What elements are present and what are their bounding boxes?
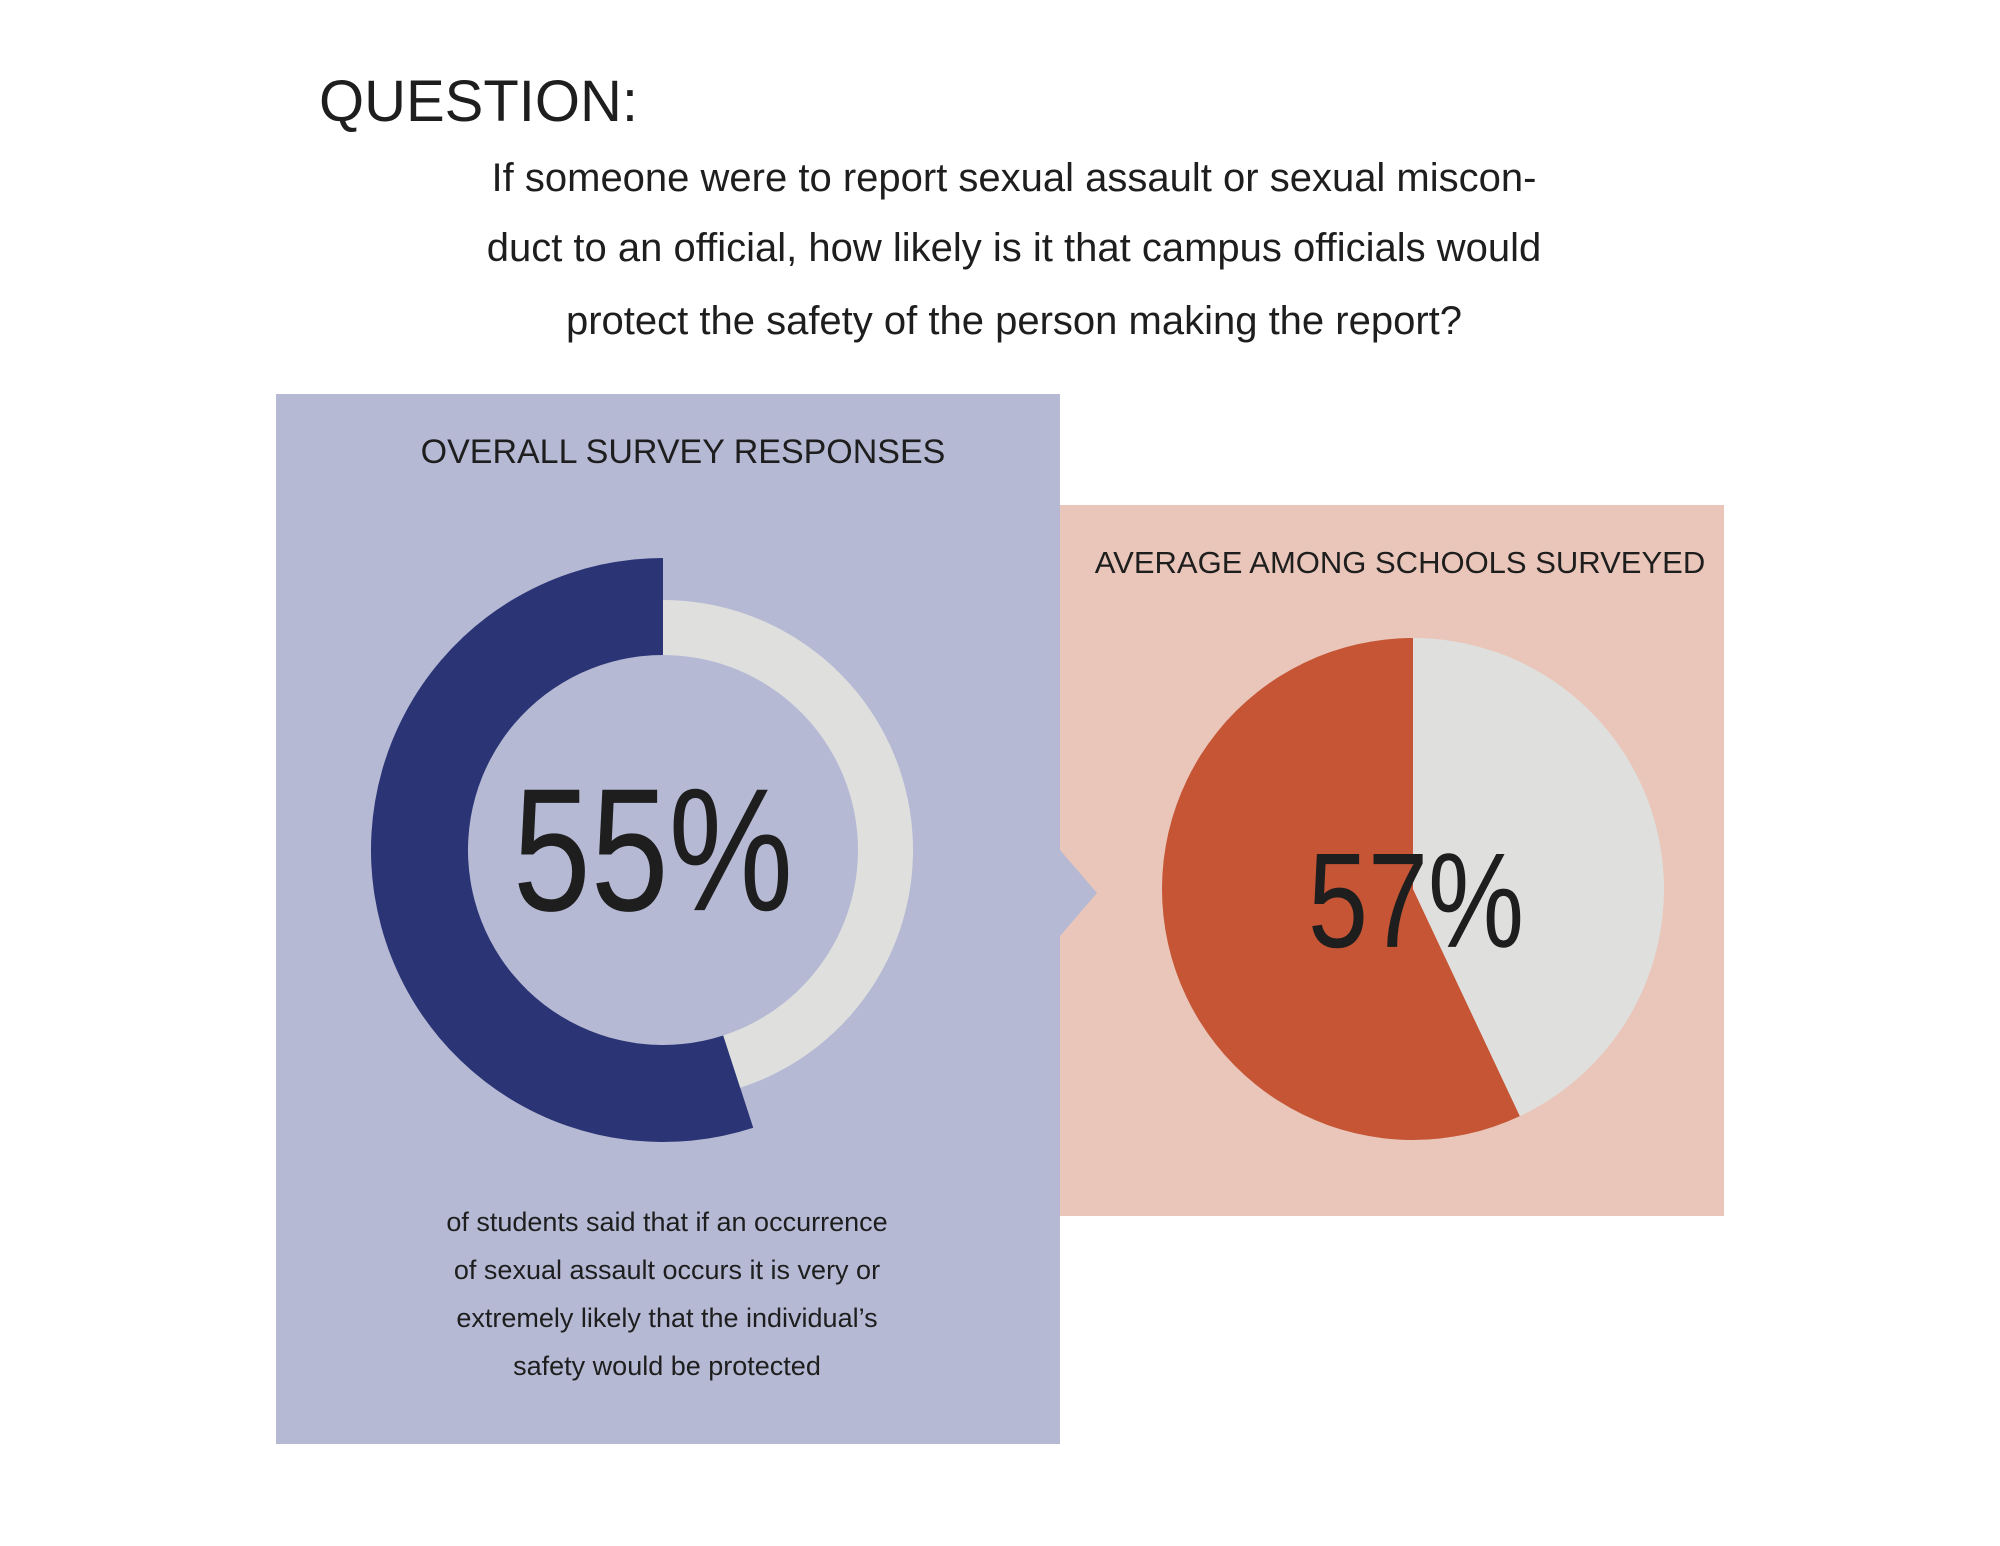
chart-title: AVERAGE AMONG SCHOOLS SURVEYED <box>1095 545 1705 580</box>
chart-title: OVERALL SURVEY RESPONSES <box>421 433 946 471</box>
pie-slice <box>1413 638 1664 1117</box>
value-label: 57% <box>1308 824 1524 975</box>
caption-line: of sexual assault occurs it is very or <box>454 1255 880 1285</box>
caption-line: extremely likely that the individual’s <box>456 1303 877 1333</box>
panel-pointer <box>1060 850 1097 936</box>
question-label: QUESTION: <box>319 69 638 134</box>
pie-slice <box>1161 638 1520 1140</box>
caption-line: of students said that if an occurrence <box>446 1207 887 1237</box>
donut-segment <box>371 558 754 1142</box>
question-line: duct to an official, how likely is it th… <box>487 226 1542 270</box>
question-line: If someone were to report sexual assault… <box>492 156 1537 200</box>
value-label: 55% <box>513 752 793 947</box>
question-line: protect the safety of the person making … <box>566 299 1462 343</box>
caption-line: safety would be protected <box>513 1351 821 1381</box>
donut-segment <box>663 600 914 1088</box>
